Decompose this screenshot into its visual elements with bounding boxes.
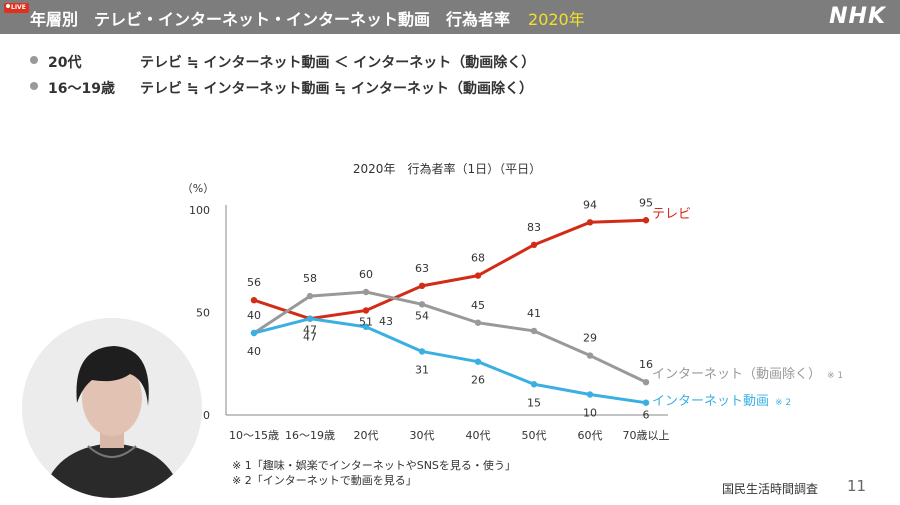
- data-point: [530, 241, 538, 249]
- data-point: [306, 315, 314, 322]
- series-label-2: インターネット動画 ※ 2: [652, 394, 791, 409]
- series-line-2: [253, 317, 647, 405]
- data-point: [642, 399, 650, 406]
- data-label: 45: [471, 299, 485, 312]
- series-note: ※ 1: [827, 371, 843, 381]
- chart-labels: 56 47 51 63 68 83 94 95 40 58 60 54 45 41 29 16 40 47 43 31…: [247, 196, 843, 421]
- y-tick-label: 100: [189, 204, 210, 217]
- footnote-1: ※ 1「趣味・娯楽でインターネットやSNSを見る・使う」: [232, 459, 516, 472]
- data-point: [418, 282, 426, 290]
- data-label: 43: [379, 315, 393, 328]
- data-point: [474, 319, 482, 326]
- y-tick-label: 0: [203, 409, 210, 422]
- data-point: [530, 327, 538, 335]
- page-title: 年層別 テレビ・インターネット・インターネット動画 行為者率 2020年: [30, 10, 585, 29]
- presenter-video: [22, 318, 202, 498]
- data-label: 40: [247, 345, 261, 358]
- data-point: [530, 381, 538, 388]
- x-tick-label: 30代: [410, 429, 435, 442]
- data-label: 6: [643, 409, 650, 422]
- series-name: インターネット動画: [652, 394, 769, 409]
- data-label: 47: [303, 331, 317, 344]
- data-point: [250, 329, 258, 337]
- data-point: [586, 391, 594, 398]
- series-label-0: テレビ: [652, 207, 691, 222]
- data-label: 83: [527, 221, 541, 234]
- data-label: 47: [303, 324, 317, 337]
- series-line-0: [253, 218, 647, 321]
- page-number: 11: [847, 477, 867, 495]
- data-point: [418, 348, 426, 355]
- series-name: インターネット（動画除く）: [652, 367, 821, 382]
- data-label: 16: [639, 358, 653, 371]
- y-tick-label: 50: [196, 307, 210, 320]
- header-bar: LIVE 年層別 テレビ・インターネット・インターネット動画 行為者率 2020年…: [0, 0, 900, 34]
- data-label: 68: [471, 252, 485, 265]
- footnote-2: ※ 2「インターネットで動画を見る」: [232, 474, 417, 487]
- data-point: [362, 288, 370, 296]
- data-point: [418, 301, 426, 308]
- chart-title: 2020年 行為者率（1日）（平日）: [353, 161, 541, 176]
- data-label: 94: [583, 198, 597, 211]
- chart-axes: 0 50 100 10〜15歳 16〜19歳 20代 30代 40代 50代 60代 70歳以上: [189, 204, 670, 442]
- bullet-icon: [30, 56, 38, 64]
- data-label: 95: [639, 196, 653, 209]
- data-point: [642, 379, 650, 386]
- data-label: 60: [359, 268, 373, 281]
- data-point: [250, 297, 258, 304]
- data-label: 41: [527, 307, 541, 320]
- data-point: [306, 292, 314, 300]
- data-point: [362, 323, 370, 331]
- data-label: 58: [303, 272, 317, 285]
- summary-text: テレビ ≒ インターネット動画 ≒ インターネット（動画除く）: [140, 81, 533, 97]
- nhk-logo: NHK: [829, 4, 886, 29]
- summary-text: テレビ ≒ インターネット動画 ＜ インターネット（動画除く）: [140, 55, 536, 71]
- data-label: 56: [247, 276, 261, 289]
- data-label: 63: [415, 262, 429, 275]
- chart-lines: [250, 217, 650, 406]
- bullet-icon: [30, 82, 38, 90]
- x-tick-label: 40代: [466, 429, 491, 442]
- footnotes: ※ 1「趣味・娯楽でインターネットやSNSを見る・使う」 ※ 2「インターネット…: [232, 458, 516, 488]
- data-label: 26: [471, 374, 485, 387]
- series-note: ※ 2: [775, 398, 791, 408]
- summary-label: 20代: [48, 55, 82, 71]
- source-label: 国民生活時間調査: [722, 482, 819, 496]
- data-label: 40: [247, 309, 261, 322]
- data-point: [362, 307, 370, 314]
- x-tick-label: 10〜15歳: [229, 429, 279, 442]
- title-year: 2020年: [528, 10, 585, 29]
- presenter-image: [22, 318, 202, 498]
- x-tick-label: 16〜19歳: [285, 429, 335, 442]
- data-label: 54: [415, 309, 429, 322]
- data-label: 31: [415, 363, 429, 376]
- data-label: 29: [583, 332, 597, 345]
- data-point: [586, 352, 594, 359]
- data-label: 15: [527, 396, 541, 409]
- data-label: 10: [583, 407, 597, 420]
- series-name: テレビ: [652, 207, 691, 222]
- live-badge: LIVE: [4, 3, 29, 13]
- data-label: 51: [359, 315, 373, 328]
- x-tick-label: 70歳以上: [623, 429, 670, 442]
- data-point: [474, 358, 482, 365]
- series-line-1: [253, 290, 647, 384]
- summary-label: 16〜19歳: [48, 81, 115, 97]
- live-dot-icon: [6, 4, 10, 8]
- y-axis-unit: （%）: [182, 182, 214, 195]
- x-tick-label: 60代: [578, 429, 603, 442]
- x-tick-label: 50代: [522, 429, 547, 442]
- data-point: [586, 219, 594, 226]
- data-point: [642, 217, 650, 224]
- series-label-1: インターネット（動画除く） ※ 1: [652, 367, 843, 382]
- data-point: [474, 272, 482, 279]
- x-tick-label: 20代: [354, 429, 379, 442]
